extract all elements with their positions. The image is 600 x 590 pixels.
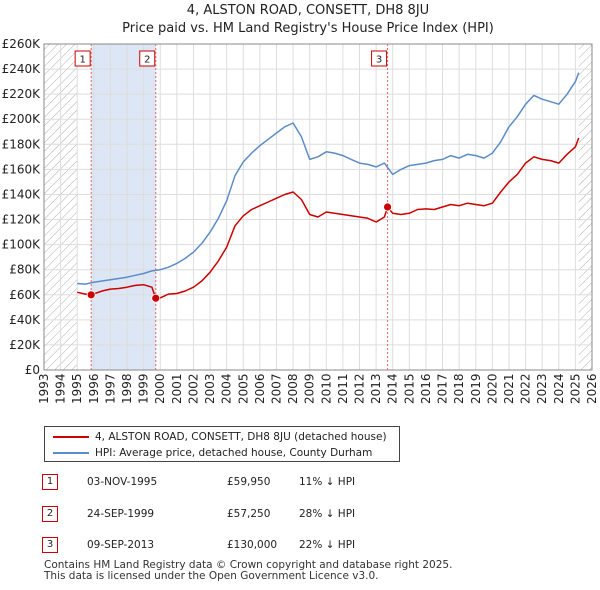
transaction-hpi-diff: 11% ↓ HPI: [299, 476, 356, 488]
transaction-number-badge: 2: [42, 506, 58, 522]
x-tick-label: 2008: [286, 373, 300, 404]
y-tick-label: £60K: [9, 288, 41, 302]
x-tick-label: 2021: [502, 373, 516, 404]
x-tick-label: 2015: [402, 373, 416, 404]
x-tick-label: 2023: [535, 373, 549, 404]
x-tick-label: 1994: [54, 373, 68, 404]
x-tick-label: 2014: [386, 373, 400, 404]
transaction-price: £57,250: [227, 508, 271, 520]
x-tick-label: 2006: [253, 373, 267, 404]
y-tick-label: £140K: [2, 187, 42, 201]
y-tick-label: £220K: [2, 87, 42, 101]
x-tick-label: 2022: [519, 373, 533, 404]
x-tick-label: 1997: [103, 373, 117, 404]
x-tick-label: 2026: [585, 373, 599, 404]
x-tick-label: 2012: [353, 373, 367, 404]
x-tick-label: 2013: [369, 373, 383, 404]
x-tick-label: 2024: [552, 373, 566, 404]
legend-item-property: 4, ALSTON ROAD, CONSETT, DH8 8JU (detach…: [53, 429, 387, 445]
x-tick-label: 1998: [120, 373, 134, 404]
x-tick-label: 2011: [336, 373, 350, 404]
y-tick-label: £200K: [2, 112, 42, 126]
transaction-number-badge: 3: [42, 537, 58, 553]
highlight-band: [91, 44, 156, 370]
y-tick-label: £100K: [2, 238, 42, 252]
legend-hpi-swatch: [53, 452, 89, 454]
sale-label-box: [371, 50, 388, 67]
x-tick-label: 2016: [419, 373, 433, 404]
x-tick-label: 2018: [452, 373, 466, 404]
price-chart: 4, ALSTON ROAD, CONSETT, DH8 8JU Price p…: [2, 3, 599, 404]
sale-point: [86, 290, 96, 300]
transaction-hpi-diff: 28% ↓ HPI: [299, 508, 356, 520]
table-row: 3 09-SEP-2013 £130,000 22% ↓ HPI: [42, 536, 402, 556]
x-tick-label: 2001: [170, 373, 184, 404]
x-tick-label: 2010: [319, 373, 333, 404]
x-tick-label: 2019: [469, 373, 483, 404]
sale-label-number: 2: [144, 55, 150, 66]
x-tick-label: 2017: [436, 373, 450, 404]
hpi-line: [77, 72, 580, 285]
footer: Contains HM Land Registry data © Crown c…: [44, 560, 452, 582]
sale-label-number: 1: [79, 55, 85, 66]
footer-copyright: Contains HM Land Registry data © Crown c…: [44, 559, 453, 571]
chart-subtitle: Price paid vs. HM Land Registry's House …: [122, 21, 494, 36]
transaction-date: 03-NOV-1995: [87, 476, 158, 488]
y-tick-label: £40K: [9, 313, 41, 327]
x-tick-label: 2005: [236, 373, 250, 404]
x-tick-label: 2007: [269, 373, 283, 404]
y-tick-label: £20K: [9, 338, 41, 352]
transaction-date: 09-SEP-2013: [87, 539, 155, 551]
transaction-price: £59,950: [227, 476, 271, 488]
sale-point: [383, 202, 392, 212]
table-row: 2 24-SEP-1999 £57,250 28% ↓ HPI: [42, 505, 402, 525]
y-tick-label: £120K: [2, 213, 42, 227]
legend-property-swatch: [53, 436, 89, 438]
x-tick-label: 2002: [186, 373, 200, 404]
y-tick-label: £80K: [9, 263, 41, 277]
chart-title: 4, ALSTON ROAD, CONSETT, DH8 8JU: [187, 3, 429, 18]
legend-property-label: 4, ALSTON ROAD, CONSETT, DH8 8JU (detach…: [95, 431, 387, 443]
x-tick-label: 1995: [70, 373, 84, 404]
x-tick-label: 1999: [137, 373, 151, 404]
y-tick-label: £240K: [2, 62, 42, 76]
sale-label-number: 3: [376, 55, 382, 66]
x-tick-label: 2004: [220, 373, 234, 404]
y-tick-label: £260K: [2, 37, 42, 51]
footer-license: This data is licensed under the Open Gov…: [44, 570, 379, 582]
x-tick-label: 2020: [485, 373, 499, 404]
x-tick-label: 1996: [87, 373, 101, 404]
x-tick-label: 2000: [153, 373, 167, 404]
sale-label-box: [139, 50, 156, 67]
legend: 4, ALSTON ROAD, CONSETT, DH8 8JU (detach…: [44, 426, 400, 462]
x-tick-label: 2009: [303, 373, 317, 404]
y-tick-label: £160K: [2, 162, 42, 176]
y-tick-label: £0: [25, 363, 40, 377]
x-tick-label: 2025: [568, 373, 582, 404]
plot-frame: [43, 43, 593, 371]
legend-item-hpi: HPI: Average price, detached house, Coun…: [53, 445, 372, 461]
legend-hpi-label: HPI: Average price, detached house, Coun…: [95, 447, 373, 459]
x-tick-label: 2003: [203, 373, 217, 404]
transaction-hpi-diff: 22% ↓ HPI: [299, 539, 356, 551]
transaction-date: 24-SEP-1999: [87, 508, 155, 520]
sale-point: [151, 293, 161, 303]
transaction-price: £130,000: [227, 539, 278, 551]
hatched-region: [578, 44, 592, 370]
x-tick-label: 1993: [37, 373, 51, 404]
sale-label-box: [74, 50, 91, 67]
y-tick-label: £180K: [2, 137, 42, 151]
table-row: 1 03-NOV-1995 £59,950 11% ↓ HPI: [42, 473, 402, 493]
transaction-number-badge: 1: [42, 474, 58, 490]
